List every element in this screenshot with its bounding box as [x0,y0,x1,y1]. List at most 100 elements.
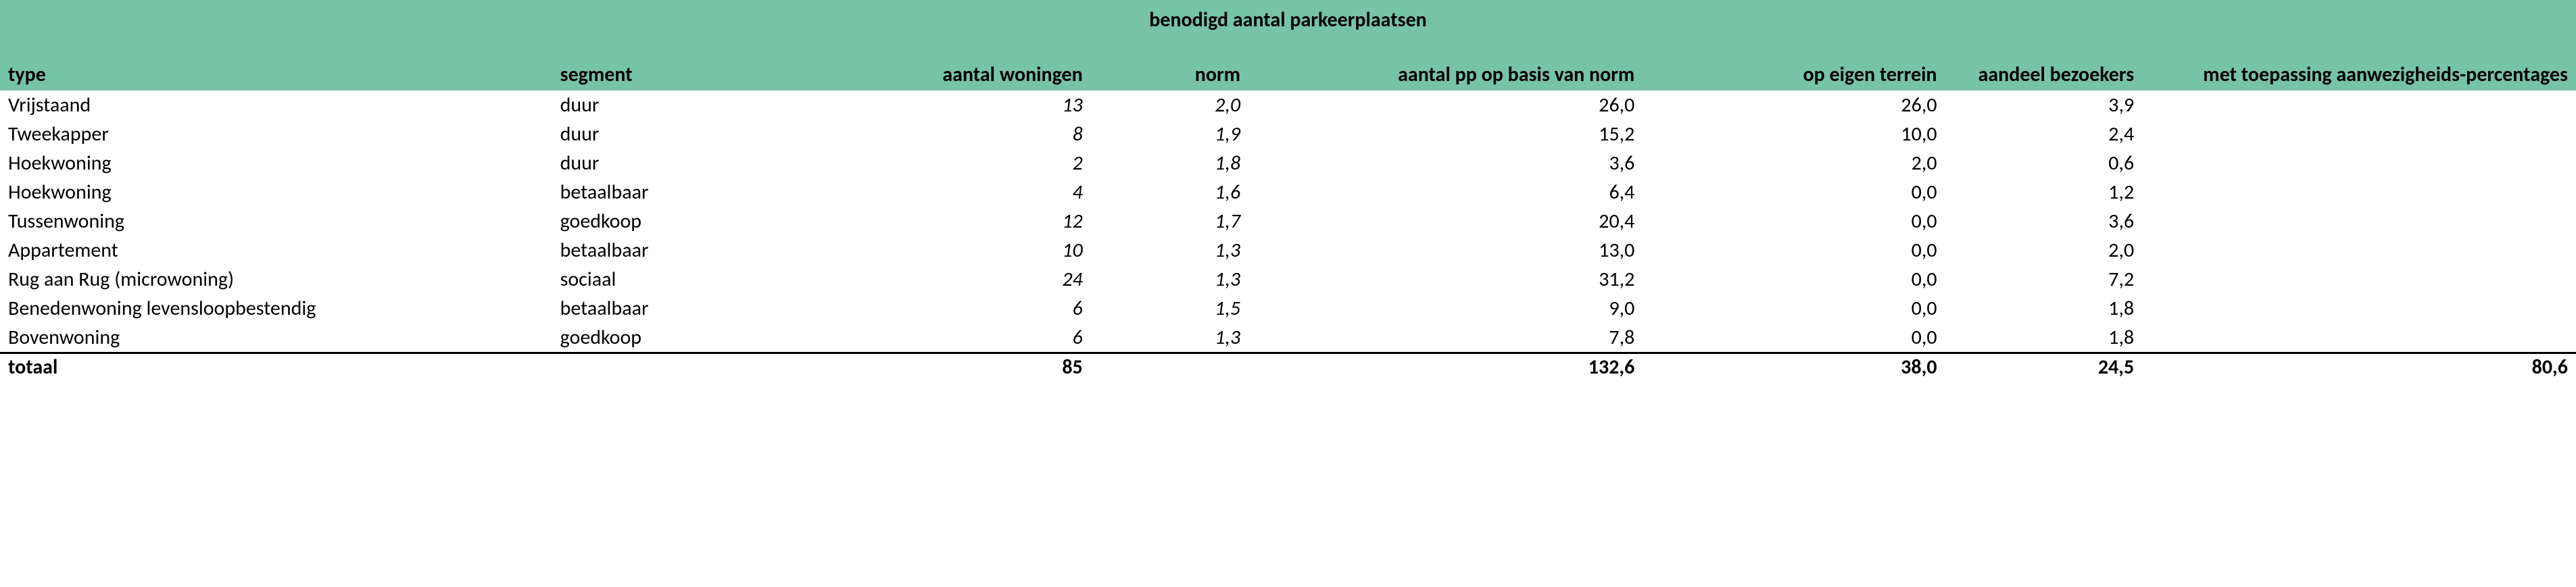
cell-type: Vrijstaand [0,91,552,120]
col-norm: norm [1091,60,1248,91]
cell-aandeel_bezoekers: 1,8 [1945,294,2143,323]
table-row: Appartementbetaalbaar101,313,00,02,0 [0,236,2576,265]
cell-met_toepassing [2142,265,2576,294]
cell-aantal_woningen: 4 [802,178,1091,207]
cell-type: Tussenwoning [0,207,552,236]
cell-aantal_woningen: 13 [802,91,1091,120]
cell-type: Hoekwoning [0,149,552,178]
cell-pp_basis_norm: 6,4 [1248,178,1643,207]
col-type: type [0,60,552,91]
total-norm [1091,353,1248,382]
cell-norm: 1,3 [1091,236,1248,265]
cell-aandeel_bezoekers: 3,6 [1945,207,2143,236]
cell-norm: 1,9 [1091,120,1248,149]
cell-eigen_terrein: 0,0 [1643,178,1945,207]
cell-met_toepassing [2142,207,2576,236]
cell-segment: goedkoop [552,207,802,236]
cell-pp_basis_norm: 26,0 [1248,91,1643,120]
total-pp-basis-norm: 132,6 [1248,353,1643,382]
cell-aantal_woningen: 2 [802,149,1091,178]
cell-met_toepassing [2142,149,2576,178]
table-row: Bovenwoninggoedkoop61,37,80,01,8 [0,323,2576,353]
table-row: Benedenwoning levensloopbestendigbetaalb… [0,294,2576,323]
cell-met_toepassing [2142,294,2576,323]
cell-norm: 1,8 [1091,149,1248,178]
cell-aantal_woningen: 10 [802,236,1091,265]
col-eigen-terrein: op eigen terrein [1643,60,1945,91]
cell-aandeel_bezoekers: 1,8 [1945,323,2143,353]
col-aandeel-bezoekers: aandeel bezoekers [1945,60,2143,91]
parking-table-container: benodigd aantal parkeerplaatsen type seg… [0,0,2576,382]
table-title: benodigd aantal parkeerplaatsen [0,0,2576,60]
cell-type: Rug aan Rug (microwoning) [0,265,552,294]
cell-segment: betaalbaar [552,294,802,323]
cell-met_toepassing [2142,91,2576,120]
cell-pp_basis_norm: 31,2 [1248,265,1643,294]
cell-aandeel_bezoekers: 1,2 [1945,178,2143,207]
cell-aantal_woningen: 24 [802,265,1091,294]
total-segment [552,353,802,382]
cell-pp_basis_norm: 20,4 [1248,207,1643,236]
col-aantal-woningen: aantal woningen [802,60,1091,91]
cell-segment: betaalbaar [552,178,802,207]
column-header-row: type segment aantal woningen norm aantal… [0,60,2576,91]
cell-aantal_woningen: 6 [802,294,1091,323]
table-row: Rug aan Rug (microwoning)sociaal241,331,… [0,265,2576,294]
cell-pp_basis_norm: 3,6 [1248,149,1643,178]
table-row: Hoekwoningbetaalbaar41,66,40,01,2 [0,178,2576,207]
table-footer: totaal 85 132,6 38,0 24,5 80,6 [0,353,2576,382]
cell-aandeel_bezoekers: 2,4 [1945,120,2143,149]
table-row: Tweekapperduur81,915,210,02,4 [0,120,2576,149]
cell-norm: 1,3 [1091,265,1248,294]
cell-aandeel_bezoekers: 7,2 [1945,265,2143,294]
cell-type: Benedenwoning levensloopbestendig [0,294,552,323]
cell-aantal_woningen: 12 [802,207,1091,236]
cell-norm: 1,5 [1091,294,1248,323]
cell-segment: duur [552,91,802,120]
total-label: totaal [0,353,552,382]
cell-met_toepassing [2142,236,2576,265]
cell-type: Appartement [0,236,552,265]
table-row: Tussenwoninggoedkoop121,720,40,03,6 [0,207,2576,236]
total-aandeel-bezoekers: 24,5 [1945,353,2143,382]
cell-eigen_terrein: 0,0 [1643,323,1945,353]
cell-norm: 2,0 [1091,91,1248,120]
cell-type: Bovenwoning [0,323,552,353]
total-row: totaal 85 132,6 38,0 24,5 80,6 [0,353,2576,382]
col-pp-basis-norm: aantal pp op basis van norm [1248,60,1643,91]
cell-pp_basis_norm: 7,8 [1248,323,1643,353]
cell-aandeel_bezoekers: 3,9 [1945,91,2143,120]
cell-segment: sociaal [552,265,802,294]
col-segment: segment [552,60,802,91]
cell-segment: goedkoop [552,323,802,353]
table-row: Hoekwoningduur21,83,62,00,6 [0,149,2576,178]
cell-aandeel_bezoekers: 2,0 [1945,236,2143,265]
cell-eigen_terrein: 10,0 [1643,120,1945,149]
cell-met_toepassing [2142,120,2576,149]
cell-norm: 1,3 [1091,323,1248,353]
cell-eigen_terrein: 0,0 [1643,294,1945,323]
cell-met_toepassing [2142,178,2576,207]
total-eigen-terrein: 38,0 [1643,353,1945,382]
cell-eigen_terrein: 26,0 [1643,91,1945,120]
cell-segment: betaalbaar [552,236,802,265]
total-met-toepassing: 80,6 [2142,353,2576,382]
cell-aantal_woningen: 6 [802,323,1091,353]
table-row: Vrijstaandduur132,026,026,03,9 [0,91,2576,120]
cell-aandeel_bezoekers: 0,6 [1945,149,2143,178]
table-body: Vrijstaandduur132,026,026,03,9Tweekapper… [0,91,2576,353]
cell-pp_basis_norm: 15,2 [1248,120,1643,149]
cell-type: Hoekwoning [0,178,552,207]
total-aantal-woningen: 85 [802,353,1091,382]
cell-aantal_woningen: 8 [802,120,1091,149]
parking-table: benodigd aantal parkeerplaatsen type seg… [0,0,2576,382]
cell-eigen_terrein: 0,0 [1643,265,1945,294]
cell-norm: 1,6 [1091,178,1248,207]
cell-pp_basis_norm: 9,0 [1248,294,1643,323]
cell-segment: duur [552,120,802,149]
title-row: benodigd aantal parkeerplaatsen [0,0,2576,60]
cell-eigen_terrein: 2,0 [1643,149,1945,178]
table-header: benodigd aantal parkeerplaatsen type seg… [0,0,2576,91]
cell-norm: 1,7 [1091,207,1248,236]
cell-eigen_terrein: 0,0 [1643,207,1945,236]
